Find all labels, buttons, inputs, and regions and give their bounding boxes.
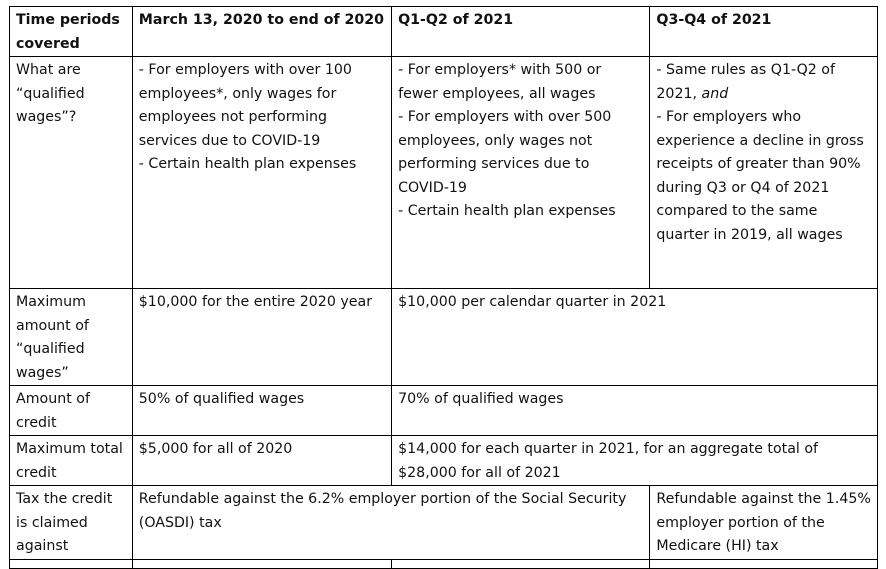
row-label: Tax the credit is claimed against: [9, 485, 133, 560]
cell-text: - For employers who experience a decline…: [656, 109, 864, 243]
cell-2021: $10,000 per calendar quarter in 2021: [391, 288, 878, 386]
table-row-qualified-wages: What are “qualified wages”? - For employ…: [9, 56, 878, 289]
cell-text: - Certain health plan expenses: [138, 156, 357, 172]
table-row-cutoff: [9, 558, 878, 569]
table-row-max-total-credit: Maximum total credit $5,000 for all of 2…: [9, 435, 878, 486]
header-q3-q4-2021: Q3-Q4 of 2021: [649, 6, 878, 57]
cell-2020: $10,000 for the entire 2020 year: [131, 288, 393, 386]
header-time-periods: Time periods covered: [9, 6, 133, 57]
cell-text-wrap: - Same rules as Q1-Q2 of 2021, and: [656, 59, 871, 106]
erc-comparison-table: Time periods covered March 13, 2020 to e…: [9, 6, 878, 569]
table-row-amount-of-credit: Amount of credit 50% of qualified wages …: [9, 385, 878, 436]
cell-text: - For employers with over 100 employees*…: [138, 62, 352, 149]
cell-q3-q4-2021: Refundable against the 1.45% employer po…: [649, 485, 878, 560]
row-label: Maximum amount of “qualified wages”: [9, 288, 133, 386]
table-row-max-qualified-wages: Maximum amount of “qualified wages” $10,…: [9, 288, 878, 386]
cell-text: - For employers* with 500 or fewer emplo…: [398, 62, 602, 102]
cell-2020: $5,000 for all of 2020: [131, 435, 393, 486]
empty-cell: [391, 558, 651, 569]
cell-2020-q1-q2-2021: Refundable against the 6.2% employer por…: [131, 485, 651, 560]
cell-text: - Same rules as Q1-Q2 of 2021,: [656, 62, 835, 102]
cell-text: - Certain health plan expenses: [398, 203, 616, 219]
empty-cell: [131, 558, 393, 569]
cell-q1-q2-2021: - For employers* with 500 or fewer emplo…: [391, 56, 651, 289]
cell-2021: 70% of qualified wages: [391, 385, 878, 436]
cell-2021: $14,000 for each quarter in 2021, for an…: [391, 435, 878, 486]
cell-q3-q4-2021: - Same rules as Q1-Q2 of 2021, and - For…: [649, 56, 878, 289]
cell-2020: 50% of qualified wages: [131, 385, 393, 436]
table-row-tax-claimed-against: Tax the credit is claimed against Refund…: [9, 485, 878, 560]
empty-cell: [649, 558, 878, 569]
row-label: What are “qualified wages”?: [9, 56, 133, 289]
row-label: Amount of credit: [9, 385, 133, 436]
header-2020: March 13, 2020 to end of 2020: [131, 6, 393, 57]
header-q1-q2-2021: Q1-Q2 of 2021: [391, 6, 651, 57]
header-row: Time periods covered March 13, 2020 to e…: [9, 6, 878, 57]
cell-2020: - For employers with over 100 employees*…: [131, 56, 393, 289]
row-label: Maximum total credit: [9, 435, 133, 486]
cell-text-italic: and: [701, 85, 729, 102]
cell-text: - For employers with over 500 employees,…: [398, 109, 612, 196]
empty-cell: [9, 558, 133, 569]
